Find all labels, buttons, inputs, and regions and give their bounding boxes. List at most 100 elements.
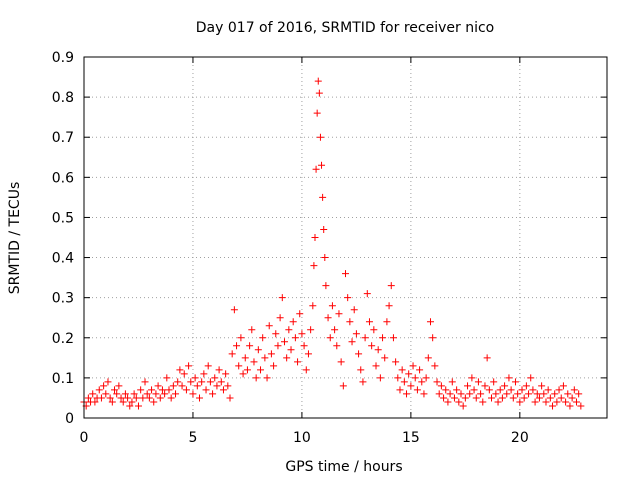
data-point <box>387 282 395 290</box>
data-point <box>211 374 219 382</box>
data-point <box>128 398 136 406</box>
data-point <box>440 394 448 402</box>
data-point <box>544 386 552 394</box>
data-point <box>392 358 400 366</box>
data-point <box>318 161 326 169</box>
data-point <box>429 334 437 342</box>
data-point <box>200 370 208 378</box>
data-point <box>525 390 533 398</box>
y-tick-label: 0.1 <box>52 371 74 387</box>
data-point <box>311 234 319 241</box>
data-point <box>182 386 190 394</box>
data-point <box>100 382 108 390</box>
data-point <box>89 390 97 398</box>
data-point <box>134 402 142 410</box>
data-point <box>172 390 180 398</box>
data-point <box>124 394 132 402</box>
data-point <box>466 390 474 398</box>
data-point <box>420 390 428 398</box>
plot-frame <box>83 56 608 419</box>
data-point <box>531 398 539 406</box>
data-point <box>219 386 227 394</box>
data-point <box>411 374 419 382</box>
data-point <box>314 77 322 85</box>
data-point <box>352 330 360 338</box>
data-point <box>280 338 288 346</box>
data-point <box>287 346 295 354</box>
data-point <box>302 366 310 374</box>
data-point <box>359 378 367 386</box>
data-point <box>346 318 354 326</box>
data-point <box>235 362 243 370</box>
y-axis-title: SRMTID / TECUs <box>7 182 23 295</box>
data-point <box>243 366 251 374</box>
data-point <box>477 390 485 398</box>
data-point <box>485 386 493 394</box>
data-point <box>527 374 535 382</box>
data-point <box>444 398 452 406</box>
data-point <box>437 382 445 390</box>
data-point <box>368 342 376 350</box>
data-point <box>424 354 432 362</box>
data-point <box>435 390 443 398</box>
data-point <box>117 394 125 402</box>
data-point <box>95 386 103 394</box>
data-point <box>274 342 282 350</box>
data-point <box>228 350 236 358</box>
data-point <box>416 366 424 374</box>
data-point <box>350 306 358 314</box>
data-point <box>339 382 347 390</box>
x-tick-label: 5 <box>188 430 197 446</box>
data-point <box>246 342 254 350</box>
data-point <box>254 346 262 354</box>
data-point <box>385 302 393 310</box>
data-point <box>230 306 238 314</box>
data-point <box>407 382 415 390</box>
data-point <box>165 386 173 394</box>
y-tick-label: 0.5 <box>52 210 74 226</box>
data-point <box>296 310 304 318</box>
data-point <box>119 398 127 406</box>
data-point <box>511 378 519 386</box>
data-point <box>483 354 491 362</box>
x-tick-label: 15 <box>402 430 420 446</box>
data-point <box>270 362 278 370</box>
y-tick-label: 0.8 <box>52 90 74 106</box>
data-point <box>446 390 454 398</box>
data-point <box>374 346 382 354</box>
data-point <box>492 390 500 398</box>
data-point <box>331 326 339 334</box>
data-point <box>108 398 116 406</box>
data-point <box>455 398 463 406</box>
data-point <box>278 294 286 302</box>
data-point <box>520 394 528 402</box>
data-point <box>344 294 352 302</box>
data-point <box>272 330 280 338</box>
data-point <box>265 322 273 330</box>
data-point <box>222 370 230 378</box>
data-point <box>191 374 199 382</box>
data-point <box>496 386 504 394</box>
data-point <box>312 165 320 173</box>
data-point <box>405 370 413 378</box>
x-axis-title: GPS time / hours <box>285 459 402 475</box>
data-point <box>335 310 343 318</box>
data-point <box>533 390 541 398</box>
data-point <box>167 394 175 402</box>
data-point <box>226 394 234 402</box>
data-point <box>376 374 384 382</box>
data-point <box>113 390 121 398</box>
data-point <box>333 342 341 350</box>
data-point <box>217 378 225 386</box>
data-point <box>150 398 158 406</box>
data-point <box>370 326 378 334</box>
data-point <box>549 402 557 410</box>
data-point <box>542 398 550 406</box>
data-point <box>195 394 203 402</box>
data-point <box>257 366 265 374</box>
data-point <box>562 398 570 406</box>
data-point <box>507 386 515 394</box>
data-point <box>209 390 217 398</box>
data-point <box>126 402 134 410</box>
data-point <box>294 358 302 366</box>
